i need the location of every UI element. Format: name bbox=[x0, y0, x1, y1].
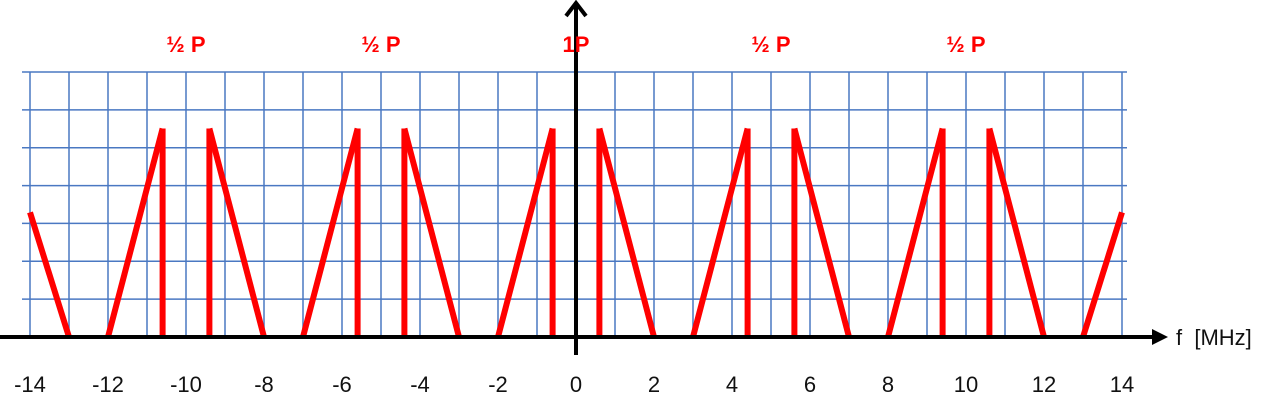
frequency-axis-arrowhead bbox=[1152, 329, 1168, 345]
power-label: 1P bbox=[563, 32, 590, 57]
spectrum-segment bbox=[690, 127, 751, 338]
tick-label: -6 bbox=[332, 372, 352, 397]
power-labels: ½ P ½ P 1P ½ P ½ P bbox=[166, 32, 985, 57]
spectrum-segment bbox=[105, 127, 166, 338]
spectrum-segment bbox=[791, 127, 852, 338]
tick-label: -14 bbox=[14, 372, 46, 397]
spectrum-segment bbox=[596, 127, 657, 338]
tick-label: -12 bbox=[92, 372, 124, 397]
tick-label: -10 bbox=[170, 372, 202, 397]
tick-label: 8 bbox=[882, 372, 894, 397]
power-label: ½ P bbox=[946, 32, 985, 57]
axes: f [MHz] bbox=[0, 0, 1252, 355]
tick-label: 4 bbox=[726, 372, 738, 397]
spectrum-segment bbox=[885, 127, 946, 338]
spectrum-segment bbox=[206, 127, 267, 338]
tick-label: 2 bbox=[648, 372, 660, 397]
tick-label: -8 bbox=[254, 372, 274, 397]
power-label: ½ P bbox=[166, 32, 205, 57]
spectrum-segment bbox=[300, 127, 361, 338]
tick-label: 14 bbox=[1110, 372, 1134, 397]
spectrum-segment bbox=[401, 127, 462, 338]
tick-label: 10 bbox=[954, 372, 978, 397]
tick-label: 0 bbox=[570, 372, 582, 397]
spectrum-segment bbox=[986, 127, 1047, 338]
power-label: ½ P bbox=[751, 32, 790, 57]
tick-label: 12 bbox=[1032, 372, 1056, 397]
power-axis-arrowhead bbox=[564, 0, 588, 18]
tick-label: -2 bbox=[488, 372, 508, 397]
spectrum-lines bbox=[27, 127, 1125, 338]
frequency-axis-label: f [MHz] bbox=[1176, 325, 1252, 350]
spectrum-segment bbox=[27, 211, 72, 338]
spectrum-segment bbox=[1080, 211, 1125, 338]
spectrum-segment bbox=[495, 127, 556, 338]
tick-label: 6 bbox=[804, 372, 816, 397]
tick-labels: -14 -12 -10 -8 -6 -4 -2 0 2 4 6 8 10 12 14 bbox=[14, 372, 1134, 397]
tick-label: -4 bbox=[410, 372, 430, 397]
power-label: ½ P bbox=[361, 32, 400, 57]
